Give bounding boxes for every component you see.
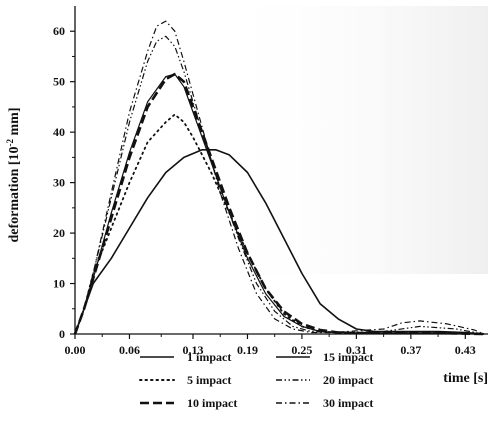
y-axis-title: deformation [10-2 mm] <box>5 107 22 242</box>
x-tick-label: 0.00 <box>65 343 86 357</box>
series-line-6 <box>74 20 484 335</box>
y-tick-label: 50 <box>53 75 65 89</box>
legend-label: 5 impact <box>187 373 231 387</box>
x-tick-label: 0.06 <box>119 343 140 357</box>
legend-label: 15 impact <box>323 350 373 364</box>
series-line-1 <box>74 149 484 335</box>
y-tick-label: 0 <box>59 327 65 341</box>
series-line-4 <box>74 73 484 335</box>
legend: 1 impact 15 impact 5 impact 20 impact 10 imp… <box>139 350 373 410</box>
y-axis-title-unit: mm] <box>7 107 22 139</box>
y-tick-label: 30 <box>53 176 65 190</box>
plot-area <box>215 6 488 274</box>
x-tick-label: 0.25 <box>291 343 312 357</box>
x-tick-label: 0.37 <box>400 343 421 357</box>
legend-label: 30 impact <box>323 396 373 410</box>
y-tick-label: 20 <box>53 226 65 240</box>
x-axis-title: time [s] <box>443 371 488 386</box>
axes-layer: 0 10 20 30 40 50 60 0.00 0.06 0.13 0.19 0.25 0.31 0.3… <box>53 6 488 357</box>
x-tick-label: 0.31 <box>346 343 367 357</box>
y-tick-label: 10 <box>53 277 65 291</box>
legend-label: 20 impact <box>323 373 373 387</box>
y-tick-label: 60 <box>53 24 65 38</box>
x-tick-label: 0.43 <box>455 343 476 357</box>
series-layer <box>73 20 485 336</box>
y-tick-label: 40 <box>53 125 65 139</box>
scan-shading <box>215 6 488 274</box>
legend-label: 1 impact <box>187 350 231 364</box>
legend-label: 10 impact <box>187 396 237 410</box>
x-tick-label: 0.13 <box>183 343 204 357</box>
y-axis-title-sup: -2 <box>5 138 15 146</box>
x-tick-label: 0.19 <box>237 343 258 357</box>
y-axis-title-main: deformation [10 <box>7 146 22 242</box>
